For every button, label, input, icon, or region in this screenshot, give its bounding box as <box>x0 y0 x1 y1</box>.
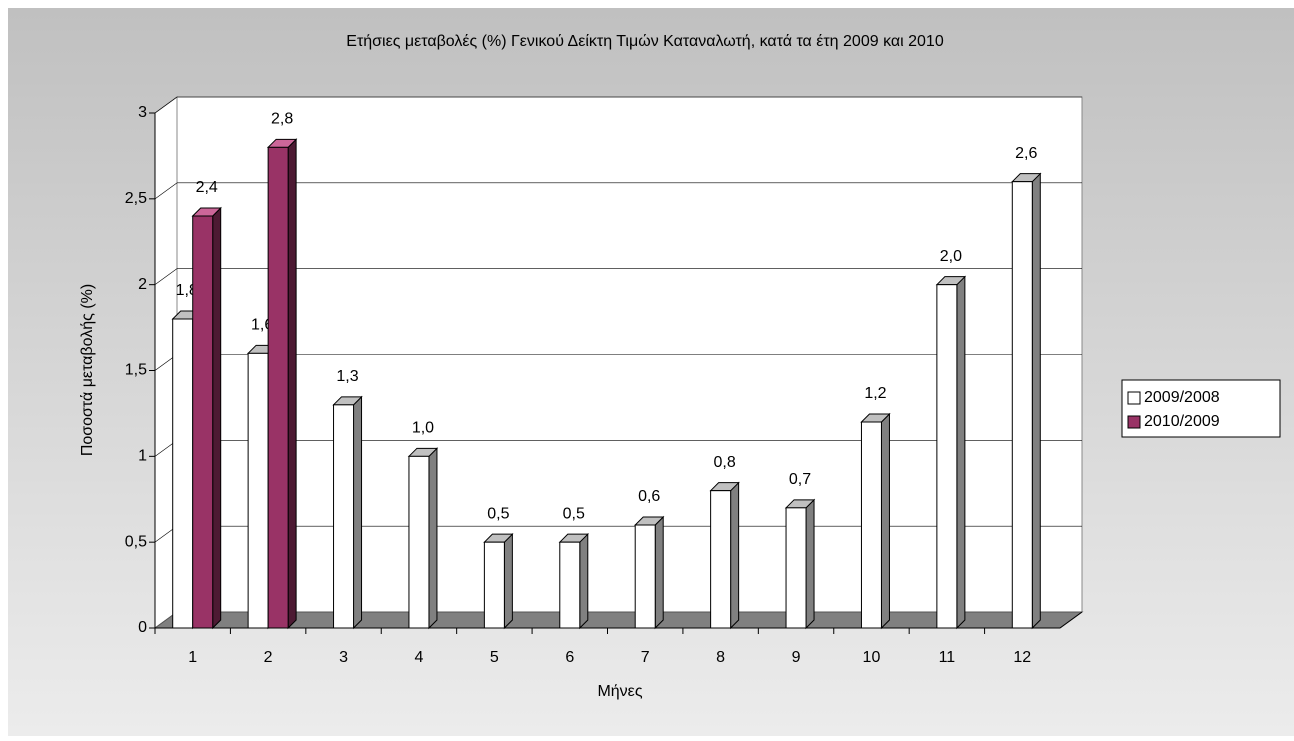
x-tick-label: 11 <box>939 649 956 666</box>
bar <box>860 421 882 629</box>
y-tick-label: 1 <box>138 448 147 465</box>
legend-swatch <box>1127 391 1141 405</box>
value-label: 1,3 <box>336 368 358 385</box>
bar-side <box>880 412 890 630</box>
value-label: 0,5 <box>563 505 585 522</box>
legend-label: 2009/2008 <box>1144 389 1220 406</box>
bar-side <box>730 481 740 630</box>
x-axis <box>1059 611 1083 629</box>
value-label: 2,6 <box>1015 145 1037 162</box>
x-tick-label: 1 <box>188 649 197 666</box>
y-tick-label: 0,5 <box>125 533 147 550</box>
bar <box>634 524 656 629</box>
bar-side <box>579 532 589 630</box>
x-tick-label: 2 <box>264 649 273 666</box>
bar <box>710 490 732 629</box>
chart-title: Ετήσιες μεταβολές (%) Γενικού Δείκτη Τιμ… <box>346 33 944 50</box>
x-tick-label: 10 <box>863 649 881 666</box>
y-tick-label: 3 <box>138 104 147 121</box>
grid-line <box>154 96 178 114</box>
y-tick-label: 0 <box>138 619 147 636</box>
bar <box>192 215 214 629</box>
bar-side <box>503 532 513 630</box>
grid-line <box>154 268 178 285</box>
bar-side <box>353 395 363 630</box>
bar-side <box>805 498 815 630</box>
bar <box>267 146 289 629</box>
legend <box>1121 379 1281 438</box>
bar <box>936 284 958 629</box>
y-tick-label: 2 <box>138 276 147 293</box>
bar <box>408 455 430 629</box>
value-label: 1,0 <box>412 420 434 437</box>
x-axis-title: Μήνες <box>597 683 642 700</box>
x-tick-label: 12 <box>1013 649 1031 666</box>
value-label: 2,4 <box>196 179 218 196</box>
grid-line <box>154 182 178 200</box>
value-label: 0,8 <box>714 454 736 471</box>
x-tick-label: 7 <box>641 649 650 666</box>
value-label: 0,6 <box>638 488 660 505</box>
bar <box>247 352 269 629</box>
x-tick-label: 6 <box>565 649 574 666</box>
value-label: 0,5 <box>487 505 509 522</box>
bar <box>483 541 505 629</box>
x-tick-label: 9 <box>792 649 801 666</box>
value-label: 1,2 <box>864 385 886 402</box>
legend-swatch <box>1127 415 1141 429</box>
x-tick-label: 8 <box>716 649 725 666</box>
bar-side <box>212 206 222 630</box>
y-axis-title: Ποσοστά μεταβολής (%) <box>79 284 96 456</box>
bar-side <box>1031 172 1041 630</box>
legend-label: 2010/2009 <box>1144 413 1220 430</box>
x-tick-label: 5 <box>490 649 499 666</box>
value-label: 0,7 <box>789 471 811 488</box>
bar <box>559 541 581 629</box>
x-tick-label: 4 <box>415 649 424 666</box>
bar-side <box>428 447 438 630</box>
y-tick-label: 2,5 <box>125 190 147 207</box>
x-tick-label: 3 <box>339 649 348 666</box>
y-tick-label: 1,5 <box>125 362 147 379</box>
bar <box>172 318 194 629</box>
bar <box>1011 181 1033 629</box>
bar-side <box>287 138 297 630</box>
bar-side <box>654 515 664 630</box>
bar-side <box>956 275 966 630</box>
value-label: 2,8 <box>271 111 293 128</box>
value-label: 2,0 <box>940 248 962 265</box>
bar <box>333 404 355 629</box>
bar <box>785 507 807 629</box>
